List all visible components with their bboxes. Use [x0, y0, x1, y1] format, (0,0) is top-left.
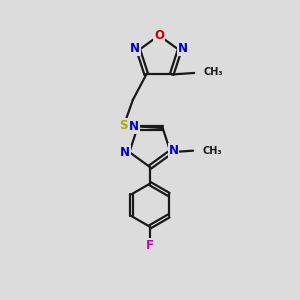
Text: CH₃: CH₃ — [202, 146, 222, 156]
Text: CH₃: CH₃ — [203, 68, 223, 77]
Text: N: N — [120, 146, 130, 159]
Text: O: O — [154, 29, 164, 42]
Text: N: N — [169, 144, 178, 157]
Text: N: N — [129, 120, 139, 133]
Text: N: N — [178, 42, 188, 55]
Text: N: N — [130, 42, 140, 55]
Text: F: F — [146, 239, 154, 252]
Text: S: S — [120, 119, 128, 132]
